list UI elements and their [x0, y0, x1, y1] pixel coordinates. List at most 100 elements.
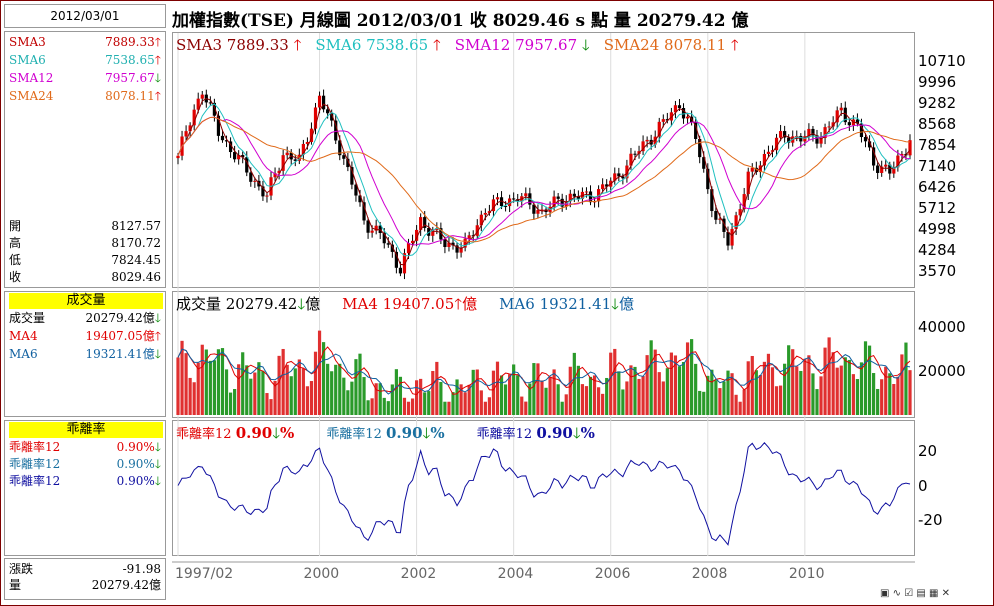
candle-body: [447, 242, 451, 247]
candle-body: [872, 147, 876, 166]
legend-item: MA6 19321.41🡓億: [499, 295, 634, 313]
volume-bar: [690, 339, 694, 415]
bias-label: 乖離率12: [9, 457, 61, 471]
candle-body: [431, 230, 435, 236]
volume-bar: [685, 342, 690, 415]
volume-bar: [423, 392, 427, 415]
candle-body: [273, 173, 277, 178]
volume-bar: [681, 362, 686, 415]
volume-bar: [601, 393, 605, 415]
vol-value-text: 19407.05億: [85, 329, 155, 343]
volume-bar: [326, 363, 330, 415]
volume-bar: [382, 397, 386, 415]
volume-bar: [208, 360, 212, 415]
volume-bar: [896, 376, 900, 415]
sma-label: SMA12: [9, 71, 54, 85]
volume-bar: [220, 348, 225, 415]
arrow-up-icon: 🡑: [154, 329, 161, 343]
volume-bar: [637, 378, 641, 415]
candle-body: [908, 140, 912, 156]
volume-bar: [269, 399, 273, 415]
sma24-line: [177, 116, 911, 243]
volume-bar: [265, 393, 269, 415]
grid-icon[interactable]: ▦: [929, 588, 939, 599]
candle-body: [876, 165, 880, 173]
arrow-up-icon: 🡑: [154, 35, 161, 49]
volume-bar: [706, 375, 710, 415]
check-icon[interactable]: ☑: [904, 588, 914, 599]
zoom-icon[interactable]: ▣: [880, 588, 890, 599]
volume-bar: [835, 367, 839, 415]
candle-body: [584, 191, 589, 193]
candle-body: [285, 152, 289, 156]
sma3-line: [177, 98, 911, 266]
volume-bar: [592, 375, 597, 415]
bias-tick-label: -20: [918, 511, 943, 530]
volume-bar: [742, 389, 746, 415]
candle-body: [334, 120, 338, 141]
volume-bar: [443, 401, 447, 415]
lock-icon[interactable]: ▤: [916, 588, 926, 599]
candle-body: [621, 176, 625, 179]
volume-bar: [261, 370, 265, 415]
volume-bar: [694, 363, 698, 415]
candle-body: [390, 244, 394, 252]
volume-bar: [783, 363, 787, 415]
candle-body: [512, 198, 516, 200]
volume-bar: [770, 367, 775, 415]
x-tick-label: 2008: [691, 566, 728, 582]
bias-row: 乖離率12 0.90%🡓: [9, 456, 161, 472]
sma6-line: [177, 103, 911, 257]
candle-body: [536, 210, 540, 214]
legend-suffix: 億: [305, 295, 321, 313]
arrow-down-icon: 🡓: [272, 424, 281, 442]
vol-label: 成交量: [9, 311, 46, 325]
candle-body: [774, 137, 779, 151]
arrow-down-icon: 🡓: [154, 474, 161, 488]
candle-body: [827, 126, 831, 128]
volume-ma4-line: [177, 346, 911, 396]
volume-bar: [301, 368, 305, 415]
close-icon[interactable]: ✕: [941, 588, 951, 599]
legend-item: SMA6 7538.65 🡑: [315, 36, 441, 54]
toolbar-icons[interactable]: ▣ ∿ ☑ ▤ ▦ ✕: [880, 588, 950, 599]
legend-item: SMA12 7957.67 🡓: [454, 36, 590, 54]
candle-body: [261, 186, 265, 197]
wave-icon[interactable]: ∿: [892, 588, 902, 599]
candle-body: [415, 229, 419, 241]
candle-body: [479, 214, 483, 226]
volume-bar: [815, 389, 819, 415]
legend-name: 乖離率12: [476, 427, 537, 442]
volume-bar: [568, 366, 572, 415]
volume-bar: [479, 390, 483, 415]
candle-body: [540, 209, 544, 211]
candle-body: [811, 128, 815, 136]
arrow-up-icon: 🡑: [454, 295, 463, 313]
volume-legend: 成交量 20279.42🡓億 MA4 19407.05🡑億 MA6 19321.41…: [176, 293, 656, 319]
volume-bar: [228, 392, 233, 415]
volume-bar: [285, 364, 289, 415]
volume-bar: [281, 348, 285, 415]
volume-bar: [277, 355, 281, 415]
candle-body: [321, 95, 326, 110]
volume-bar: [758, 374, 762, 415]
volume-bar: [888, 373, 892, 415]
candle-body: [718, 218, 722, 220]
candle-body: [742, 194, 746, 210]
legend-item: 乖離率12 0.90🡓%: [477, 424, 595, 442]
candle-body: [778, 131, 783, 138]
bias-header: 乖離率: [9, 422, 163, 438]
volume-bar: [245, 365, 249, 415]
price-tick-label: 4998: [918, 220, 957, 239]
arrow-down-icon: 🡓: [154, 440, 161, 454]
arrow-down-icon: 🡓: [154, 457, 161, 471]
volume-bar: [653, 349, 657, 415]
volume-bar: [661, 381, 665, 415]
candle-body: [762, 153, 767, 166]
bias-panel[interactable]: [172, 420, 915, 556]
volume-bar: [787, 345, 791, 415]
ohlc-row: 低 7824.45: [9, 252, 161, 268]
arrow-up-icon: 🡑: [154, 53, 161, 67]
volume-bar: [475, 369, 479, 415]
